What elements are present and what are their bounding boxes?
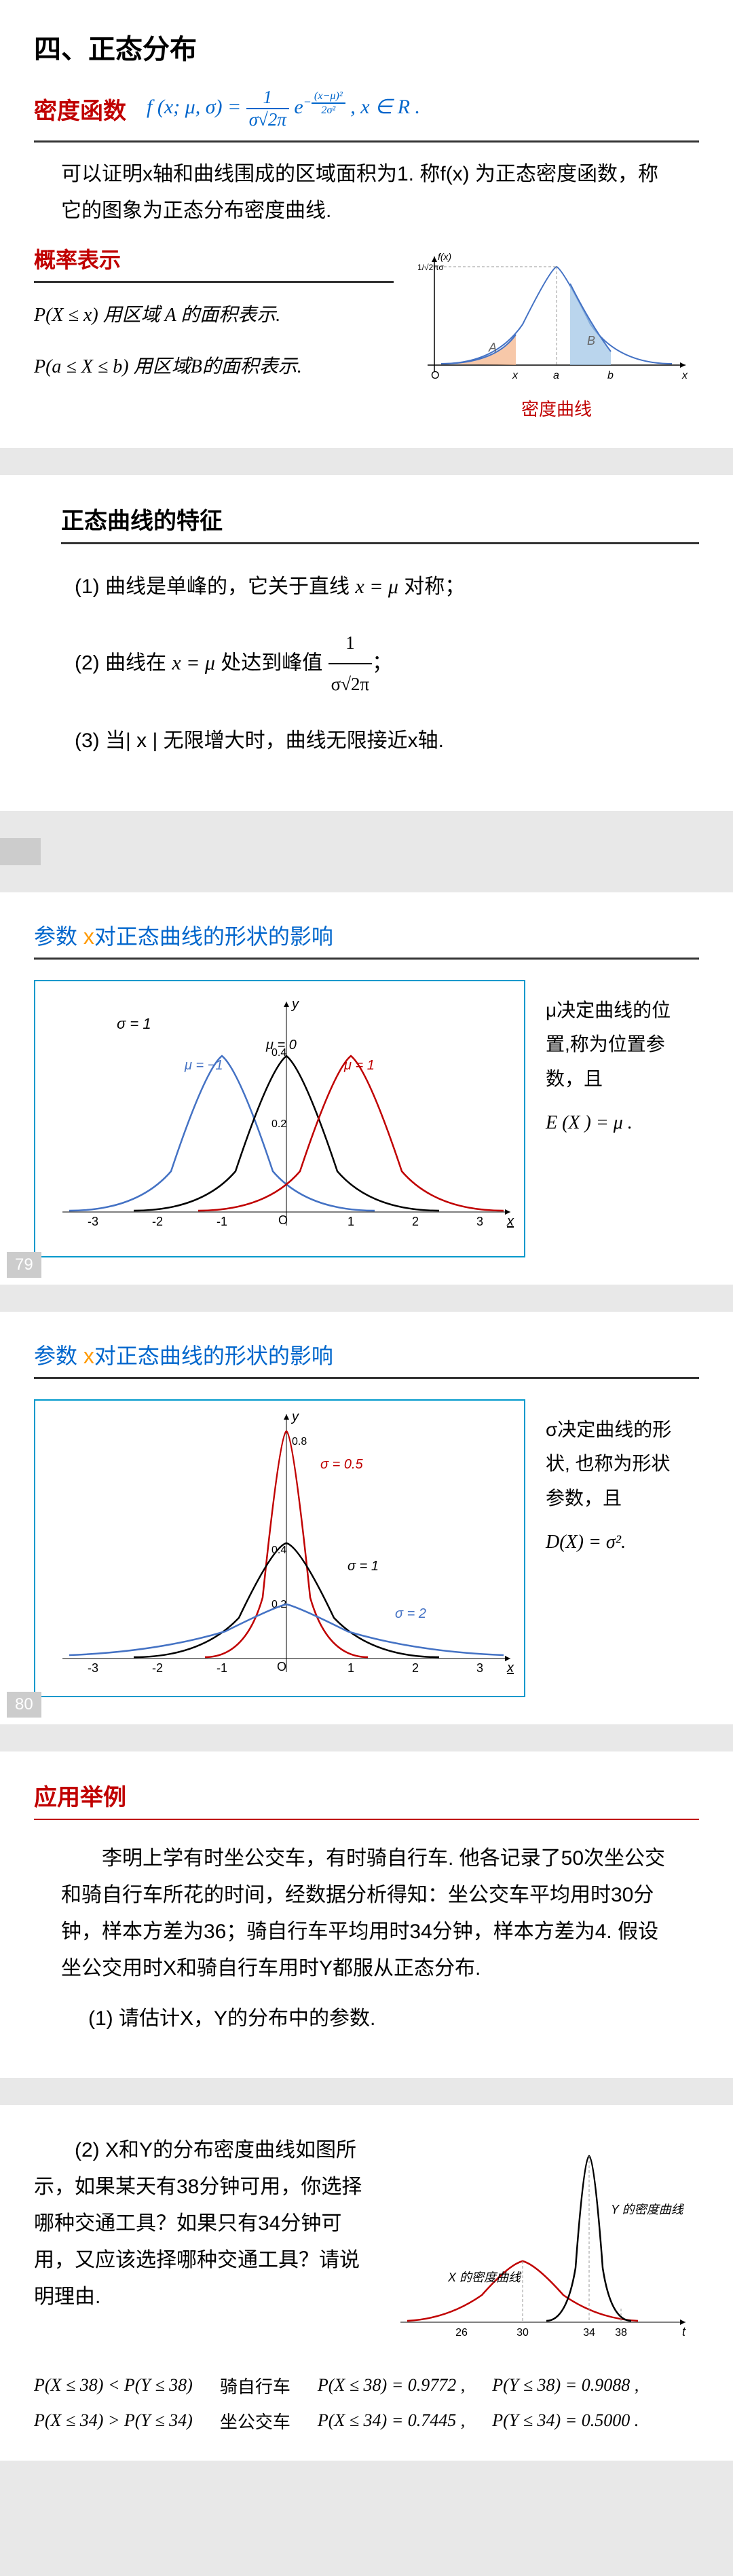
svg-text:1: 1 (347, 1215, 354, 1228)
example-title: 应用举例 (34, 1779, 699, 1820)
svg-text:0.8: 0.8 (292, 1436, 307, 1447)
features-list: (1) 曲线是单峰的，它关于直线 x = μ 对称； (2) 曲线在 x = μ… (75, 565, 658, 763)
page-num-79: 79 (7, 1252, 41, 1278)
svg-text:B: B (587, 334, 595, 347)
section-features: 正态曲线的特征 (1) 曲线是单峰的，它关于直线 x = μ 对称； (2) 曲… (0, 475, 733, 811)
answer-row-1: P(X ≤ 38) < P(Y ≤ 38) 骑自行车 P(X ≤ 38) = 0… (34, 2373, 699, 2398)
section-normal-dist: 四、正态分布 密度函数 f (x; μ, σ) = 1σ√2π e−(x−μ)²… (0, 0, 733, 448)
feature-1: (1) 曲线是单峰的，它关于直线 x = μ 对称； (75, 565, 658, 609)
density-label: 密度函数 (34, 92, 126, 126)
svg-text:a: a (553, 370, 559, 381)
svg-text:30: 30 (516, 2327, 529, 2338)
section-example: 应用举例 李明上学有时坐公交车，有时骑自行车. 他各记录了50次坐公交和骑自行车… (0, 1751, 733, 2078)
prob-2: P(a ≤ X ≤ b) 用区域B的面积表示. (34, 348, 394, 386)
sigma-side-text: σ决定曲线的形状, 也称为形状参数，且 D(X) = σ². (539, 1399, 688, 1697)
prob-label: 概率表示 (34, 243, 394, 283)
feature-2: (2) 曲线在 x = μ 处达到峰值 1σ√2π； (75, 623, 658, 705)
svg-text:O: O (431, 370, 439, 381)
svg-text:σ = 1: σ = 1 (117, 1015, 151, 1032)
problem-text: 李明上学有时坐公交车，有时骑自行车. 他各记录了50次坐公交和骑自行车所花的时间… (61, 1840, 672, 1987)
features-title: 正态曲线的特征 (61, 502, 699, 544)
svg-text:f(x): f(x) (438, 251, 451, 262)
svg-text:-2: -2 (152, 1661, 163, 1675)
prob-row: 概率表示 P(X ≤ x) 用区域 A 的面积表示. P(a ≤ X ≤ b) … (34, 243, 699, 421)
svg-text:O: O (278, 1213, 288, 1227)
sigma-title: 参数 x对正态曲线的形状的影响 (34, 1339, 699, 1379)
svg-text:1: 1 (347, 1661, 354, 1675)
svg-text:34: 34 (583, 2327, 595, 2338)
question-1: (1) 请估计X，Y的分布中的参数. (88, 2001, 672, 2037)
svg-text:Y 的密度曲线: Y 的密度曲线 (611, 2203, 685, 2216)
svg-text:2: 2 (412, 1215, 419, 1228)
svg-text:t: t (682, 2325, 686, 2338)
xy-chart: 26 30 34 38 t X 的密度曲线 Y 的密度曲线 (387, 2132, 699, 2353)
svg-text:1/√2πσ: 1/√2πσ (417, 263, 444, 272)
svg-text:x: x (506, 1214, 514, 1229)
svg-text:-3: -3 (88, 1215, 98, 1228)
svg-text:y: y (290, 997, 299, 1012)
prob-1: P(X ≤ x) 用区域 A 的面积表示. (34, 297, 394, 335)
curve-label: 密度曲线 (414, 396, 699, 421)
svg-text:26: 26 (455, 2327, 468, 2338)
svg-text:0.2: 0.2 (271, 1118, 286, 1130)
svg-text:x: x (681, 370, 688, 381)
sigma-chart: y x O -3-2-1 123 0.2 0.4 0.8 σ = 0.5 σ =… (34, 1399, 525, 1697)
svg-text:y: y (290, 1409, 299, 1424)
svg-text:38: 38 (615, 2327, 627, 2338)
density-formula: f (x; μ, σ) = 1σ√2π e−(x−μ)²2σ² , x ∈ R … (147, 87, 420, 130)
svg-text:X 的密度曲线: X 的密度曲线 (447, 2271, 522, 2284)
svg-text:σ = 1: σ = 1 (347, 1559, 379, 1574)
svg-text:O: O (277, 1660, 286, 1673)
mu-title: 参数 x对正态曲线的形状的影响 (34, 920, 699, 960)
density-explain: 可以证明x轴和曲线围成的区域面积为1. 称f(x) 为正态密度函数，称它的图象为… (61, 156, 672, 229)
section-mu-effect: 参数 x对正态曲线的形状的影响 σ = 1 y x O -3 -2 -1 1 2 3 0… (0, 892, 733, 1285)
svg-text:μ = 0: μ = 0 (265, 1038, 297, 1053)
svg-text:3: 3 (476, 1215, 483, 1228)
feature-3: (3) 当| x | 无限增大时，曲线无限接近x轴. (75, 719, 658, 763)
section-example-2: (2) X和Y的分布密度曲线如图所示，如果某天有38分钟可用，你选择哪种交通工具… (0, 2105, 733, 2461)
svg-text:x: x (506, 1661, 514, 1675)
main-title: 四、正态分布 (34, 27, 699, 67)
svg-text:b: b (607, 370, 614, 381)
svg-text:A: A (488, 341, 497, 354)
svg-text:μ = 1: μ = 1 (343, 1058, 375, 1073)
spacer (0, 838, 41, 865)
svg-text:3: 3 (476, 1661, 483, 1675)
svg-text:-1: -1 (217, 1661, 227, 1675)
svg-text:μ = −1: μ = −1 (184, 1058, 223, 1073)
mu-chart: σ = 1 y x O -3-2-1 123 0.2 0.4 μ = −1 μ … (34, 980, 525, 1257)
page-num-80: 80 (7, 1692, 41, 1718)
svg-text:-1: -1 (217, 1215, 227, 1228)
svg-text:-3: -3 (88, 1661, 98, 1675)
section-sigma-effect: 参数 x对正态曲线的形状的影响 y x O -3-2-1 123 0.2 0.4… (0, 1312, 733, 1724)
svg-text:2: 2 (412, 1661, 419, 1675)
question-2: (2) X和Y的分布密度曲线如图所示，如果某天有38分钟可用，你选择哪种交通工具… (34, 2132, 373, 2353)
mu-side-text: μ决定曲线的位置,称为位置参数，且 E (X ) = μ . (539, 980, 688, 1257)
answer-row-2: P(X ≤ 34) > P(Y ≤ 34) 坐公交车 P(X ≤ 34) = 0… (34, 2408, 699, 2433)
density-curve-figure: A B O x a b x f(x) 1/√2πσ 密度曲线 (414, 243, 699, 421)
svg-text:-2: -2 (152, 1215, 163, 1228)
svg-text:x: x (512, 370, 519, 381)
svg-text:σ = 0.5: σ = 0.5 (320, 1457, 364, 1472)
density-formula-row: 密度函数 f (x; μ, σ) = 1σ√2π e−(x−μ)²2σ² , x… (34, 87, 699, 143)
svg-text:σ = 2: σ = 2 (395, 1606, 426, 1621)
